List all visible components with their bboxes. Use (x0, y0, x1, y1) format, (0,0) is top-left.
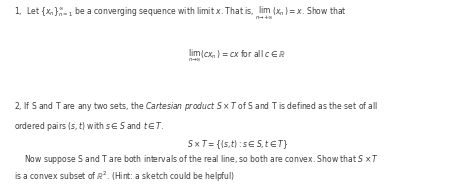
Text: Now suppose S and T are both intervals of the real line, so both are convex. Sho: Now suppose S and T are both intervals o… (24, 153, 379, 166)
Text: $S \times T = \{(s,t) : s \in S, t \in T\}$: $S \times T = \{(s,t) : s \in S, t \in T… (187, 139, 287, 151)
Text: is a convex subset of $\mathbb{R}^2$. (Hint: a sketch could be helpful): is a convex subset of $\mathbb{R}^2$. (H… (14, 169, 235, 184)
Text: 1,  Let $\{x_n\}_{n=1}^{\infty}$ be a converging sequence with limit $x$. That i: 1, Let $\{x_n\}_{n=1}^{\infty}$ be a con… (14, 6, 347, 22)
Text: 2, If S and T are any two sets, the $\mathit{Cartesian\ product\ S \times T}$ of: 2, If S and T are any two sets, the $\ma… (14, 100, 378, 113)
Text: $\lim_{n \to \infty}(cx_n) = cx$ for all $c \in \mathbb{R}$: $\lim_{n \to \infty}(cx_n) = cx$ for all… (188, 48, 286, 64)
Text: ordered pairs $(s,t)$ with $s \in S$ and $t \in T$.: ordered pairs $(s,t)$ with $s \in S$ and… (14, 120, 164, 133)
